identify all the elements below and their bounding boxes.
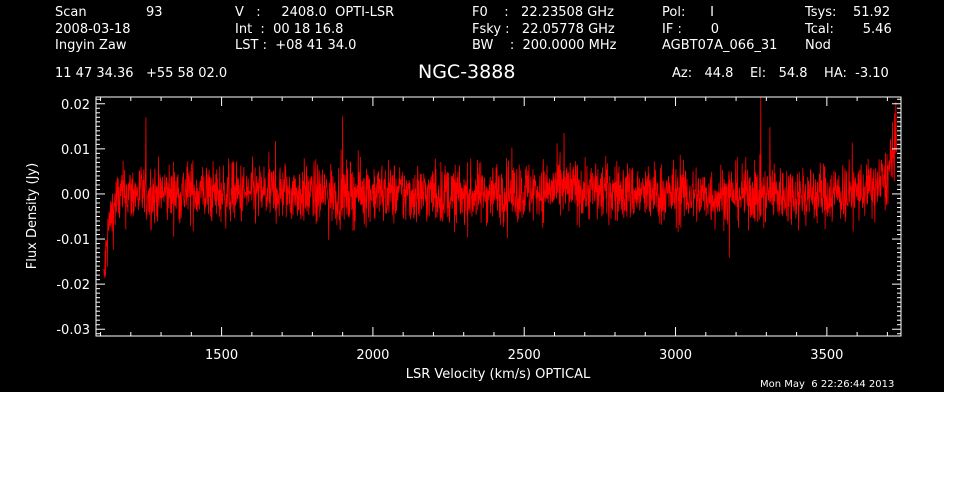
if-readout: IF : 0	[662, 22, 720, 37]
y-tick-label: 0.01	[61, 143, 90, 158]
observation-date: 2008-03-18	[55, 22, 131, 37]
lst-readout: LST : +08 41 34.0	[235, 38, 357, 53]
axes-layer: 1500 2000 2500 3000 3500 -0.03 -0.02 -0.01 0.00 0…	[56, 96, 902, 363]
scan-number: 93	[146, 5, 163, 20]
pointing-readout: Az: 44.8 El: 54.8 HA: -3.10	[672, 66, 889, 81]
tcal-readout: Tcal: 5.46	[805, 22, 892, 37]
source-coordinates: 11 47 34.36 +55 58 02.0	[55, 66, 228, 81]
x-tick-label: 3000	[659, 348, 692, 363]
tsys-readout: Tsys: 51.92	[805, 5, 891, 20]
y-axis-label: Flux Density (Jy)	[25, 163, 40, 269]
spectrum-chart: 1500 2000 2500 3000 3500 -0.03 -0.02 -0.01 0.00 0…	[25, 96, 902, 382]
observer-name: Ingyin Zaw	[55, 38, 127, 53]
source-name: NGC-3888	[418, 61, 516, 83]
spectrum-series-line	[103, 96, 897, 278]
x-tick-label: 2000	[356, 348, 389, 363]
plot-timestamp: Mon May 6 22:26:44 2013	[760, 379, 895, 390]
f0-readout: F0 : 22.23508 GHz	[472, 5, 614, 20]
y-tick-label: 0.02	[61, 98, 90, 113]
y-tick-label: -0.03	[56, 323, 90, 338]
x-axis-label: LSR Velocity (km/s) OPTICAL	[406, 367, 591, 382]
plot-frame-box	[95, 96, 902, 337]
y-tick-label: -0.02	[56, 278, 90, 293]
x-tick-label: 3500	[810, 348, 843, 363]
velocity-readout: V : 2408.0 OPTI-LSR	[235, 5, 395, 20]
y-tick-label: 0.00	[61, 188, 90, 203]
fsky-readout: Fsky : 22.05778 GHz	[472, 22, 615, 37]
bandwidth-readout: BW : 200.0000 MHz	[472, 38, 617, 53]
spectrum-trace-layer	[103, 96, 897, 278]
project-id: AGBT07A_066_31	[662, 38, 778, 53]
x-tick-label: 2500	[508, 348, 541, 363]
y-tick-label: -0.01	[56, 233, 90, 248]
integration-readout: Int : 00 18 16.8	[235, 22, 344, 37]
observing-mode: Nod	[805, 38, 831, 53]
x-tick-label: 1500	[205, 348, 238, 363]
scan-label: Scan	[55, 5, 87, 20]
plot-window: Scan 93 2008-03-18 Ingyin Zaw V : 2408.0…	[0, 0, 944, 392]
polarization-readout: Pol: I	[662, 5, 714, 20]
